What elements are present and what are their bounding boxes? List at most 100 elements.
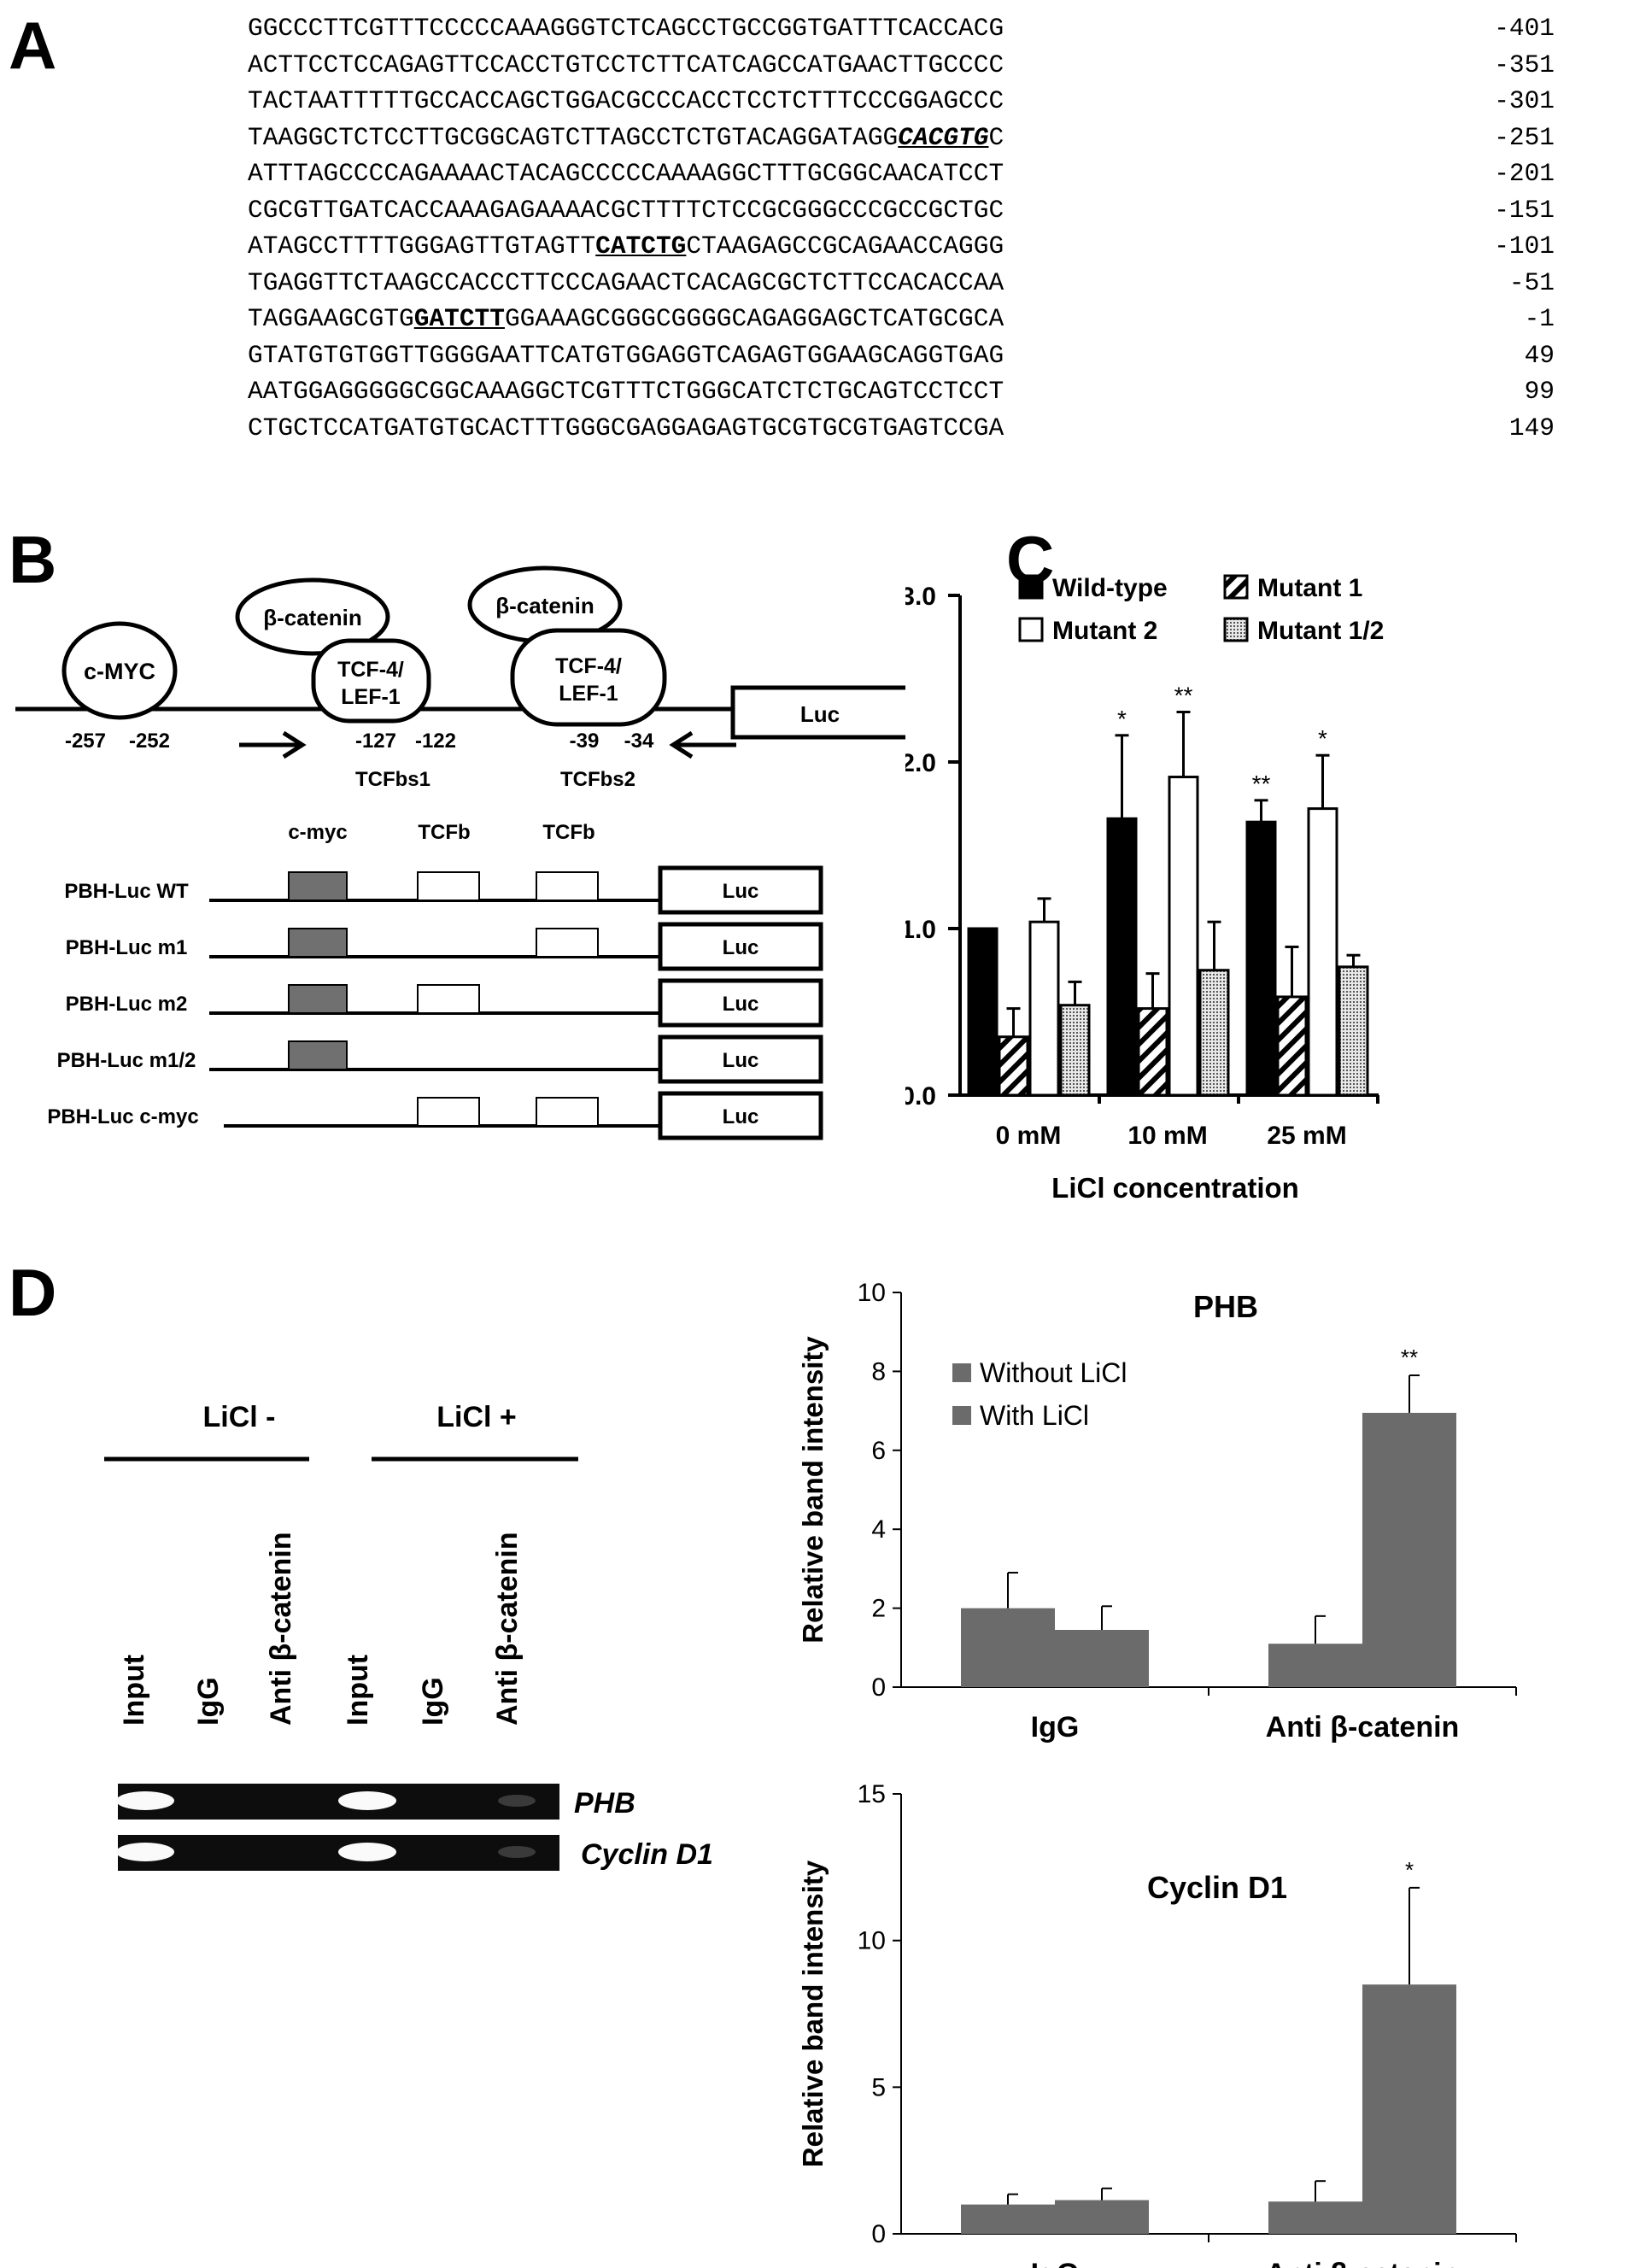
construct-row: PBH-Luc c-myc Luc	[47, 1091, 823, 1140]
construct-luc-box	[658, 978, 823, 1028]
y-axis-label: Relative band intensity	[797, 1336, 829, 1644]
significance-mark: *	[1318, 725, 1327, 752]
construct-luc-label: Luc	[723, 993, 759, 1016]
sequence-part: TAGGAAGCGTG	[248, 304, 414, 333]
construct-list: PBH-Luc WT Luc PBH-Luc m1 Luc PBH-Luc m2 Luc P…	[47, 865, 823, 1140]
cmyc-label: c-MYC	[84, 659, 155, 684]
legend-label: Mutant 1	[1257, 574, 1362, 602]
construct-luc-box	[658, 865, 823, 915]
gel-band-faint	[498, 1795, 536, 1807]
cmyc-site-box	[288, 928, 348, 958]
sequence-part: AATGGAGGGGGCGGCAAAGGCTCGTTTCTGGGCATCTCTG…	[248, 377, 1004, 406]
gel-bands	[116, 1791, 536, 1861]
bar	[1268, 2201, 1362, 2234]
bar	[1055, 2200, 1149, 2234]
phb-plot: 0 2 4 6 8 10 IgG Anti β-catenin ** PHB Relative ba…	[797, 1279, 1517, 1743]
sequence-part: TAAGGCTCTCCTTGCGGCAGTCTTAGCCTCTGTACAGGAT…	[248, 122, 899, 152]
x-tick-label: 10 mM	[1127, 1122, 1207, 1150]
bar	[1168, 776, 1199, 1097]
gel-lane-label: Anti β-catenin	[265, 1532, 297, 1726]
bar	[1362, 1984, 1456, 2234]
sequence-text: TACTAATTTTTGCCACCAGCTGGACGCCCACCTCCTCTTT…	[248, 83, 1004, 120]
sequence-part: TGAGGTTCTAAGCCACCCTTCCCAGAACTCACAGCGCTCT…	[248, 267, 1004, 297]
binding-site-motif: CATCTG	[595, 231, 687, 261]
tcf-label-2a: TCF-4/	[555, 654, 622, 678]
cyclin-plot: 0 5 10 15 IgG Anti β-catenin * Cyclin D1 Relativ…	[797, 1780, 1517, 2268]
legend-swatch	[952, 1363, 971, 1382]
tcf-label-1a: TCF-4/	[337, 658, 404, 682]
gel-band-bright	[116, 1843, 174, 1861]
tcf-box-2	[510, 628, 667, 727]
sequence-text: GGCCCTTCGTTTCCCCCAAAGGGTCTCAGCCTGCCGGTGA…	[248, 10, 1004, 47]
sequence-part: CTGCTCCATGATGTGCACTTTGGGCGAGGAGAGTGCGTGC…	[248, 413, 1004, 442]
legend-label: With LiCl	[980, 1400, 1089, 1431]
significance-mark: **	[1401, 1345, 1418, 1370]
bar	[1245, 820, 1277, 1097]
hdr-tcfb-2: TCFb	[542, 821, 594, 844]
y-tick-label: 0	[871, 2220, 886, 2248]
x-tick-label: IgG	[1031, 1711, 1080, 1743]
x-tick-label: 25 mM	[1267, 1122, 1346, 1150]
sequence-position: -401	[1494, 14, 1555, 43]
construct-row: PBH-Luc WT Luc	[64, 865, 823, 915]
tcf-box-1	[311, 638, 431, 724]
construct-name: PBH-Luc m1/2	[57, 1049, 196, 1072]
construct-name: PBH-Luc m1	[66, 936, 188, 959]
gel-lane-label: Input	[118, 1655, 150, 1726]
construct-row: PBH-Luc m1 Luc	[66, 922, 823, 971]
significance-mark: *	[1117, 706, 1127, 732]
cmyc-site-box	[288, 984, 348, 1014]
sequence-part: CTAAGAGCCGCAGAACCAGGG	[686, 231, 1004, 261]
chart-title: Cyclin D1	[1147, 1870, 1287, 1905]
sequence-text: GTATGTGTGGTTGGGGAATTCATGTGGAGGTCAGAGTGGA…	[248, 337, 1004, 374]
luc-label: Luc	[800, 701, 840, 727]
cyclin-chart: 0 5 10 15 IgG Anti β-catenin * Cyclin D1 Relativ…	[797, 1780, 1517, 2268]
forward-primer-arrow	[239, 730, 307, 759]
sequence-part: ACTTCCTCCAGAGTTCCACCTGTCCTCTTCATCAGCCATG…	[248, 50, 1004, 79]
x-tick-label: Anti β-catenin	[1266, 1711, 1460, 1743]
sequence-text: AATGGAGGGGGCGGCAAAGGCTCGTTTCTGGGCATCTCTG…	[248, 373, 1004, 410]
significance-mark: **	[1174, 683, 1193, 709]
legend-swatch	[952, 1406, 971, 1425]
pos-39: -39	[570, 730, 600, 753]
pos-127: -127	[355, 730, 396, 753]
tcfb2-site-box	[536, 871, 599, 901]
sequence-position: -1	[1524, 304, 1555, 333]
luc-box	[730, 685, 905, 740]
bar	[1137, 1007, 1168, 1097]
sequence-text: ACTTCCTCCAGAGTTCCACCTGTCCTCTTCATCAGCCATG…	[248, 47, 1004, 84]
y-tick-label: 4	[871, 1515, 886, 1544]
tcfbs1-label: TCFbs1	[355, 768, 430, 791]
bar	[1338, 965, 1369, 1097]
sequence-position: -101	[1494, 231, 1555, 261]
sequence-position: -351	[1494, 50, 1555, 79]
bar	[1028, 920, 1060, 1097]
gel-lane-label: Input	[342, 1655, 374, 1726]
panel-b-label: B	[9, 522, 57, 597]
luciferase-chart: 0.01.02.03.00 mM 10 mM***25 mM***LiCl con…	[905, 574, 1384, 1204]
hdr-cmyc: c-myc	[288, 821, 347, 844]
beta-catenin-label-1: β-catenin	[263, 605, 362, 630]
sequence-part: ATAGCCTTTTGGGAGTTGTAGTT	[248, 231, 596, 261]
sequence-position: 49	[1524, 340, 1555, 370]
construct-name: PBH-Luc m2	[66, 993, 188, 1016]
significance-mark: **	[1252, 771, 1271, 797]
pos-122: -122	[415, 730, 456, 753]
significance-mark: *	[1405, 1857, 1414, 1883]
sequence-part: C	[988, 122, 1004, 152]
luciferase-plot: 0.01.02.03.00 mM 10 mM***25 mM***LiCl con…	[905, 574, 1384, 1204]
y-tick-label: 2	[871, 1595, 886, 1623]
sequence-position: 149	[1508, 413, 1555, 442]
reverse-primer-arrow	[669, 730, 736, 759]
gel-label-phb: PHB	[574, 1787, 635, 1820]
gel-band-bright	[338, 1791, 396, 1810]
bar	[961, 2204, 1055, 2234]
bar	[1106, 817, 1138, 1097]
tcfb2-site-box	[536, 928, 599, 958]
binding-site-motif: CACGTG	[898, 122, 989, 152]
sequence-part: CGCGTTGATCACCAAAGAGAAAACGCTTTTCTCCGCGGGC…	[248, 195, 1004, 225]
sequence-text: TAGGAAGCGTGGATCTTGGAAAGCGGGCGGGGCAGAGGAG…	[248, 301, 1004, 337]
sequence-position: -301	[1494, 86, 1555, 115]
chart-title: PHB	[1193, 1289, 1258, 1324]
